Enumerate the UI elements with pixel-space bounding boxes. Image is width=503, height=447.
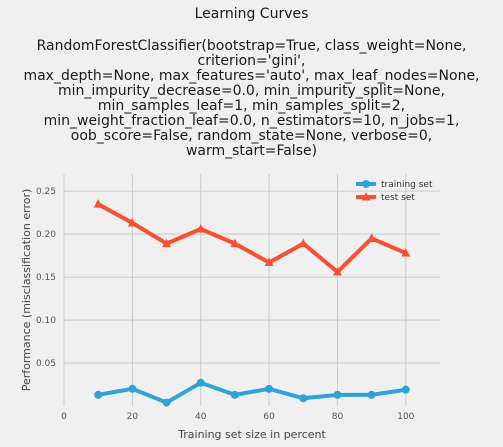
tick-labels: 0 20 40 60 80 100 0.05 0.10 0.15 0.20 0.25 (36, 187, 415, 422)
chart-title: Learning Curves (194, 6, 309, 22)
x-tick-label: 20 (127, 412, 139, 422)
data-point-test-set (230, 238, 240, 248)
data-point-test-set (93, 199, 103, 208)
x-axis-label: Training set size in percent (177, 428, 326, 441)
legend: training set test set (356, 180, 433, 203)
x-tick-label: 0 (61, 412, 67, 422)
data-point-training-set (196, 378, 205, 387)
chart-subtitle: RandomForestClassifier(bootstrap=True, c… (23, 38, 480, 159)
y-tick-label: 0.15 (36, 273, 56, 283)
data-point-test-set (367, 233, 377, 242)
title-block: Learning Curves RandomForestClassifier(b… (0, 6, 503, 159)
series-test-set (93, 199, 411, 276)
y-axis-label: Performance (misclassification error) (20, 189, 33, 392)
y-tick-label: 0.05 (36, 359, 56, 369)
data-point-test-set (401, 248, 411, 257)
y-tick-label: 0.10 (36, 316, 56, 326)
data-point-training-set (230, 390, 239, 399)
x-tick-label: 100 (397, 412, 414, 422)
data-point-test-set (298, 238, 308, 248)
data-point-training-set (401, 385, 410, 394)
data-point-test-set (332, 266, 342, 276)
data-point-training-set (94, 390, 103, 399)
data-point-test-set (196, 223, 206, 233)
x-tick-label: 60 (263, 412, 275, 422)
data-point-test-set (162, 238, 172, 248)
series-training-set (94, 378, 410, 407)
x-tick-label: 80 (332, 412, 344, 422)
series-line-test-set (97, 202, 407, 274)
data-point-test-set (127, 217, 137, 227)
data-point-training-set (299, 394, 308, 403)
legend-label-test-set: test set (381, 193, 415, 203)
data-point-training-set (128, 384, 137, 393)
data-point-test-set (264, 257, 274, 267)
data-point-training-set (367, 390, 376, 399)
grid (63, 174, 440, 406)
data-point-training-set (265, 384, 274, 393)
series-line-training-set (97, 380, 407, 405)
x-tick-label: 40 (195, 412, 207, 422)
legend-marker-training-set (362, 180, 370, 188)
y-tick-label: 0.25 (36, 187, 56, 197)
legend-item-test-set: test set (356, 192, 415, 203)
series-layer (93, 199, 411, 407)
plot-area (64, 174, 440, 406)
data-point-training-set (162, 398, 171, 407)
legend-label-training-set: training set (381, 180, 433, 190)
legend-item-training-set: training set (356, 180, 433, 190)
y-tick-label: 0.20 (36, 230, 56, 240)
legend-marker-test-set (361, 192, 371, 201)
data-point-training-set (333, 390, 342, 399)
